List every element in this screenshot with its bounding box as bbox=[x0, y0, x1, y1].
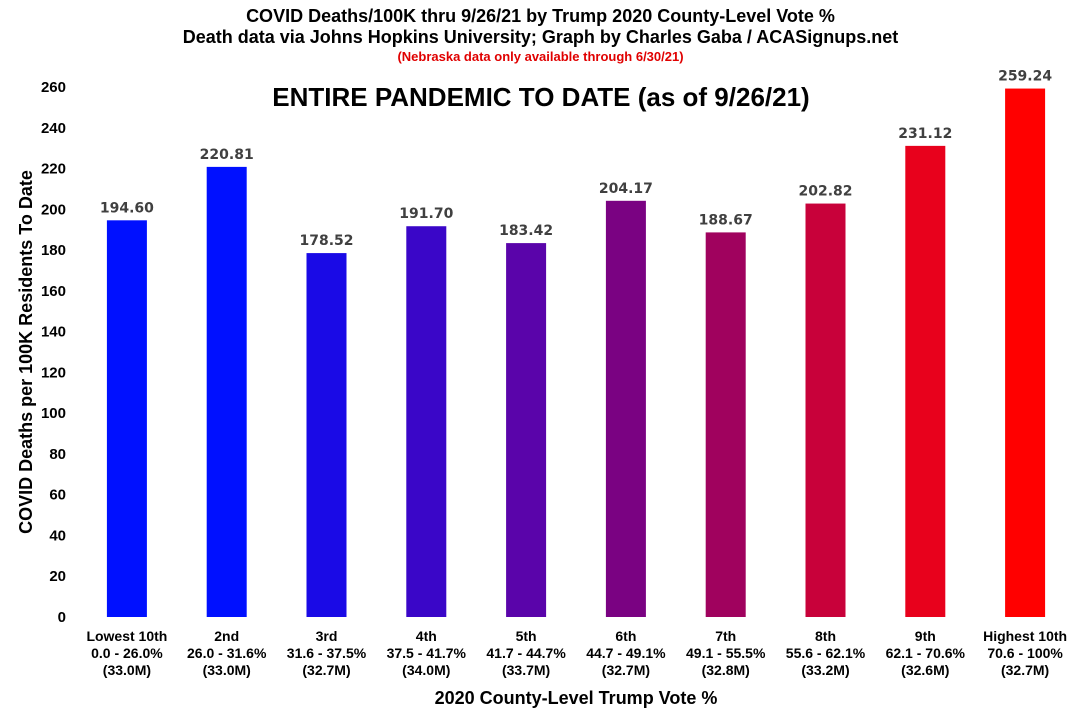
bar bbox=[1005, 88, 1046, 617]
bars bbox=[106, 88, 1046, 618]
x-category-label: (33.0M) bbox=[103, 662, 151, 678]
x-category-label: 31.6 - 37.5% bbox=[287, 645, 367, 661]
bar bbox=[206, 166, 247, 617]
x-category-label: 8th bbox=[815, 628, 836, 644]
x-category-label: (32.7M) bbox=[302, 662, 350, 678]
bar-value-label: 183.42 bbox=[499, 223, 553, 239]
y-tick-label: 60 bbox=[49, 487, 66, 504]
bar-value-label: 204.17 bbox=[599, 181, 653, 197]
bar bbox=[106, 220, 147, 618]
y-tick-label: 120 bbox=[41, 364, 66, 381]
x-category-label: 0.0 - 26.0% bbox=[91, 645, 163, 661]
bar bbox=[506, 243, 547, 617]
y-tick-label: 260 bbox=[41, 79, 66, 96]
chart-title: COVID Deaths/100K thru 9/26/21 by Trump … bbox=[246, 6, 835, 26]
chart-header: COVID Deaths/100K thru 9/26/21 by Trump … bbox=[0, 6, 1081, 65]
bar bbox=[605, 200, 646, 617]
bar bbox=[805, 203, 846, 617]
bar-value-label: 220.81 bbox=[200, 147, 254, 163]
bar bbox=[406, 226, 447, 617]
y-tick-label: 140 bbox=[41, 324, 66, 341]
bar-value-label: 259.24 bbox=[998, 69, 1052, 85]
y-tick-label: 240 bbox=[41, 120, 66, 137]
y-tick-label: 220 bbox=[41, 161, 66, 178]
bar-value-label: 202.82 bbox=[798, 184, 852, 200]
x-category-label: 26.0 - 31.6% bbox=[187, 645, 267, 661]
x-category-label: 55.6 - 62.1% bbox=[786, 645, 866, 661]
x-category-label: 37.5 - 41.7% bbox=[387, 645, 467, 661]
x-category-label: (33.0M) bbox=[203, 662, 251, 678]
y-tick-label: 20 bbox=[49, 568, 66, 585]
y-tick-label: 200 bbox=[41, 201, 66, 218]
x-category-label: 49.1 - 55.5% bbox=[686, 645, 766, 661]
bar bbox=[306, 253, 347, 617]
bar-value-label: 191.70 bbox=[399, 206, 453, 222]
bar bbox=[905, 145, 946, 617]
x-category-label: 41.7 - 44.7% bbox=[486, 645, 566, 661]
y-tick-label: 180 bbox=[41, 242, 66, 259]
x-category-label: (32.7M) bbox=[602, 662, 650, 678]
x-category-label: 3rd bbox=[316, 628, 338, 644]
y-tick-label: 160 bbox=[41, 283, 66, 300]
bar-value-label: 188.67 bbox=[699, 212, 753, 228]
x-category-label: (32.6M) bbox=[901, 662, 949, 678]
data-labels: 194.60 220.81 178.52 191.70 183.42 204.17 188.… bbox=[100, 69, 1052, 250]
x-category-label: (33.2M) bbox=[801, 662, 849, 678]
x-category-label: (34.0M) bbox=[402, 662, 450, 678]
chart-inner-title: ENTIRE PANDEMIC TO DATE (as of 9/26/21) bbox=[272, 82, 809, 112]
x-category-label: 4th bbox=[416, 628, 437, 644]
bar-value-label: 178.52 bbox=[299, 233, 353, 249]
x-axis-title: 2020 County-Level Trump Vote % bbox=[435, 688, 718, 708]
x-category-label: 5th bbox=[516, 628, 537, 644]
x-category-label: 9th bbox=[915, 628, 936, 644]
x-category-label: 7th bbox=[715, 628, 736, 644]
x-category-label: 70.6 - 100% bbox=[987, 645, 1063, 661]
y-axis-title: COVID Deaths per 100K Residents To Date bbox=[16, 170, 36, 534]
chart-credit: Death data via Johns Hopkins University;… bbox=[182, 27, 899, 47]
x-category-label: 44.7 - 49.1% bbox=[586, 645, 666, 661]
chart-note: (Nebraska data only available through 6/… bbox=[397, 49, 684, 64]
x-category-label: 62.1 - 70.6% bbox=[886, 645, 966, 661]
y-tick-label: 0 bbox=[58, 609, 66, 626]
bar bbox=[705, 232, 746, 618]
x-category-label: Lowest 10th bbox=[86, 628, 167, 644]
bar-value-label: 231.12 bbox=[898, 126, 952, 142]
x-category-label: (32.7M) bbox=[1001, 662, 1049, 678]
y-axis: 0 20 40 60 80 100 120 140 160 180 200 220 240 260 bbox=[41, 79, 66, 626]
x-category-label: 2nd bbox=[214, 628, 239, 644]
x-category-label: (33.7M) bbox=[502, 662, 550, 678]
y-tick-label: 100 bbox=[41, 405, 66, 422]
y-tick-label: 40 bbox=[49, 527, 66, 544]
x-category-label: (32.8M) bbox=[702, 662, 750, 678]
bar-value-label: 194.60 bbox=[100, 200, 154, 216]
x-category-label: 6th bbox=[615, 628, 636, 644]
y-tick-label: 80 bbox=[49, 446, 66, 463]
x-category-label: Highest 10th bbox=[983, 628, 1067, 644]
